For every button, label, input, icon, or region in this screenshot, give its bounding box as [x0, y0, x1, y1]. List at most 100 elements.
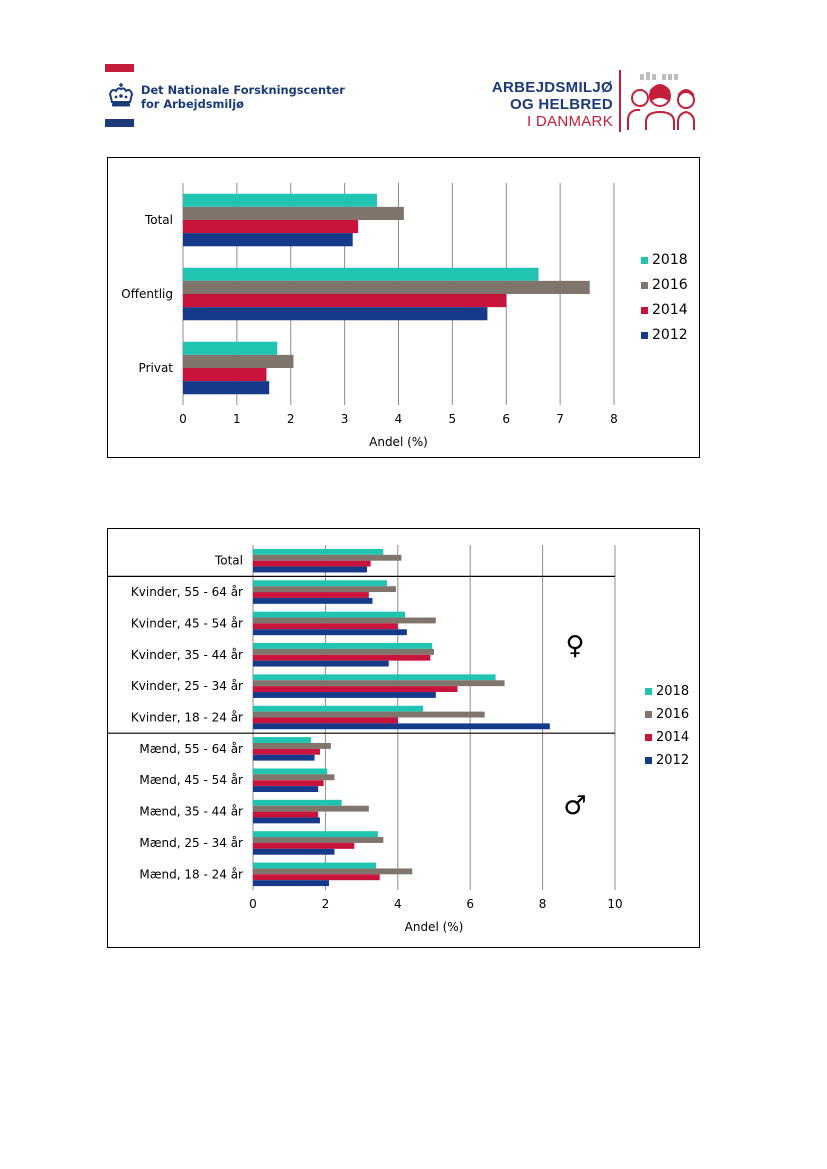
- bar-maend-25-34-aar-2012: [253, 848, 335, 855]
- bar-kvinder-55-64-aar-2014: [253, 592, 369, 598]
- bar-maend-35-44-aar-2018: [253, 799, 342, 806]
- x-tick-label: 8: [539, 897, 547, 911]
- legend-swatch-2016: [645, 711, 652, 718]
- crown-icon: [108, 83, 134, 107]
- bar-maend-45-54-aar-2014: [253, 780, 324, 787]
- legend-label-2012: 2012: [656, 753, 689, 768]
- nfa-logo: Det Nationale Forskningscenter for Arbej…: [105, 64, 345, 128]
- bar-total-2016: [253, 554, 402, 561]
- bar-maend-45-54-aar-2012: [253, 786, 319, 792]
- bar-maend-18-24-aar-2014: [253, 874, 380, 881]
- logo-line-3: I DANMARK: [526, 113, 613, 130]
- bar-offentlig-2014: [183, 294, 507, 308]
- x-tick-label: 2: [322, 897, 330, 911]
- bar-kvinder-35-44-aar-2018: [253, 643, 433, 649]
- bar-privat-2012: [183, 381, 270, 395]
- logo-stripe-blue: [105, 119, 134, 127]
- bar-offentlig-2016: [183, 280, 590, 294]
- x-tick-label: 8: [610, 412, 618, 426]
- bar-maend-35-44-aar-2012: [253, 817, 320, 824]
- logo-divider: [619, 70, 621, 132]
- chart-by-gender-age-svg: Total Kvinder, 55 - 64 år Kvinder, 45 - 54…: [108, 545, 689, 934]
- bar-maend-55-64-aar-2012: [253, 754, 315, 761]
- x-axis-title: Andel (%): [405, 920, 464, 934]
- legend-label-2018: 2018: [652, 252, 688, 268]
- bar-total-2012: [253, 566, 368, 573]
- bar-maend-55-64-aar-2018: [253, 737, 311, 743]
- category-label-kvinder-18-24-aar: Kvinder, 18 - 24 år: [131, 711, 243, 725]
- bar-maend-25-34-aar-2014: [253, 842, 355, 849]
- bar-kvinder-18-24-aar-2012: [253, 723, 550, 730]
- legend-label-2016: 2016: [652, 277, 688, 293]
- x-tick-label: 6: [502, 412, 510, 426]
- legend-swatch-2012: [641, 332, 648, 339]
- x-tick-label: 10: [607, 897, 622, 911]
- bar-maend-35-44-aar-2016: [253, 805, 369, 812]
- category-label-offentlig: Offentlig: [121, 287, 173, 301]
- legend-label-2014: 2014: [656, 730, 689, 745]
- bar-kvinder-25-34-aar-2014: [253, 686, 458, 693]
- bar-kvinder-45-54-aar-2012: [253, 629, 407, 636]
- x-tick-label: 2: [287, 412, 295, 426]
- bar-kvinder-25-34-aar-2012: [253, 692, 436, 698]
- bar-maend-45-54-aar-2016: [253, 774, 335, 781]
- legend-label-2016: 2016: [656, 707, 689, 722]
- category-label-maend-35-44-aar: Mænd, 35 - 44 år: [139, 805, 243, 819]
- bar-privat-2016: [183, 354, 294, 368]
- bar-kvinder-45-54-aar-2016: [253, 617, 436, 624]
- category-label-maend-25-34-aar: Mænd, 25 - 34 år: [139, 836, 243, 850]
- bar-privat-2014: [183, 368, 267, 382]
- legend-label-2014: 2014: [652, 302, 688, 318]
- x-tick-label: 0: [179, 412, 187, 426]
- category-label-maend-18-24-aar: Mænd, 18 - 24 år: [139, 867, 243, 881]
- legend-swatch-2018: [645, 688, 652, 695]
- category-label-maend-55-64-aar: Mænd, 55 - 64 år: [139, 742, 243, 756]
- bar-kvinder-35-44-aar-2016: [253, 648, 434, 655]
- category-label-kvinder-55-64-aar: Kvinder, 55 - 64 år: [131, 585, 243, 599]
- bar-kvinder-35-44-aar-2012: [253, 660, 389, 667]
- bar-maend-25-34-aar-2016: [253, 837, 384, 843]
- chart-by-sector: Total Offentlig Privat 0 1 2 3 4 5 6 7 8 Andel (%) 20…: [107, 157, 700, 458]
- category-label-total: Total: [214, 554, 243, 568]
- bar-offentlig-2018: [183, 267, 539, 281]
- bar-kvinder-18-24-aar-2016: [253, 711, 485, 718]
- bar-maend-18-24-aar-2018: [253, 862, 377, 869]
- x-axis-title: Andel (%): [369, 435, 428, 449]
- female-symbol-icon: ♀: [565, 631, 584, 661]
- x-tick-label: 5: [449, 412, 457, 426]
- bar-total-2018: [183, 193, 377, 207]
- people-icon: [627, 72, 695, 130]
- bar-kvinder-18-24-aar-2018: [253, 705, 424, 712]
- legend-swatch-2012: [645, 757, 652, 764]
- x-tick-label: 4: [394, 897, 402, 911]
- logo-stripe-red: [105, 64, 134, 72]
- category-label-privat: Privat: [139, 361, 174, 375]
- x-tick-label: 0: [249, 897, 257, 911]
- bar-kvinder-55-64-aar-2012: [253, 597, 373, 604]
- amh-logo: ARBEJDSMILJØ OG HELBRED I DANMARK: [490, 68, 710, 134]
- bar-maend-45-54-aar-2018: [253, 768, 328, 775]
- category-label-kvinder-45-54-aar: Kvinder, 45 - 54 år: [131, 616, 243, 630]
- legend-swatch-2014: [645, 734, 652, 741]
- category-label-maend-45-54-aar: Mænd, 45 - 54 år: [139, 773, 243, 787]
- bar-kvinder-25-34-aar-2016: [253, 680, 505, 687]
- x-tick-label: 1: [233, 412, 241, 426]
- legend-swatch-2016: [641, 282, 648, 289]
- legend-swatch-2014: [641, 307, 648, 314]
- bar-total-2014: [253, 560, 371, 567]
- x-tick-label: 7: [556, 412, 564, 426]
- category-label-total: Total: [144, 213, 173, 227]
- x-tick-label: 3: [341, 412, 349, 426]
- bar-kvinder-18-24-aar-2014: [253, 717, 398, 724]
- bar-total-2014: [183, 220, 359, 234]
- bar-offentlig-2012: [183, 307, 488, 321]
- chart-by-sector-svg: Total Offentlig Privat 0 1 2 3 4 5 6 7 8 Andel (%) 20…: [121, 183, 688, 449]
- bar-total-2012: [183, 233, 353, 247]
- bar-total-2016: [183, 206, 404, 220]
- legend-label-2012: 2012: [652, 327, 688, 343]
- bar-maend-55-64-aar-2014: [253, 748, 320, 755]
- legend-label-2018: 2018: [656, 684, 689, 699]
- category-label-kvinder-25-34-aar: Kvinder, 25 - 34 år: [131, 679, 243, 693]
- chart-by-gender-age: Total Kvinder, 55 - 64 år Kvinder, 45 - 54…: [107, 528, 700, 948]
- bar-kvinder-55-64-aar-2018: [253, 580, 387, 587]
